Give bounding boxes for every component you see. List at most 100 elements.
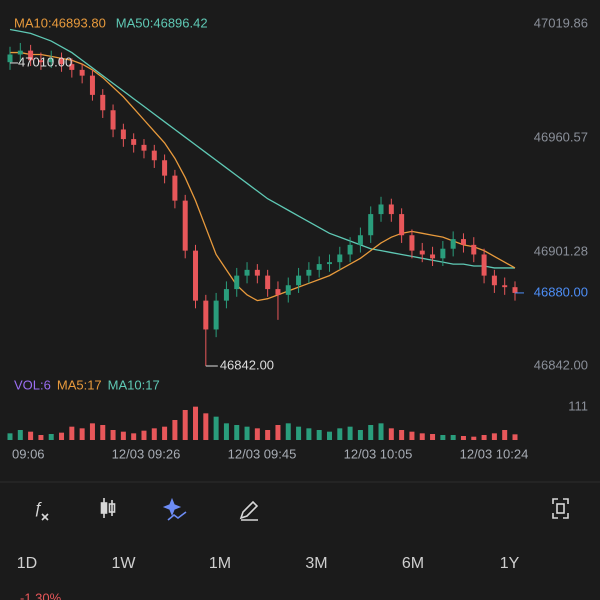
ma10-line bbox=[10, 51, 516, 302]
period-tab[interactable]: 1D bbox=[17, 555, 37, 572]
candle-body bbox=[460, 239, 466, 245]
candle-body bbox=[203, 300, 209, 330]
toolbar: ƒ bbox=[34, 497, 569, 521]
y-tick-label: 46842.00 bbox=[534, 357, 588, 372]
volume-bar bbox=[326, 431, 332, 440]
ai-button[interactable] bbox=[162, 497, 187, 521]
chart-type-button[interactable] bbox=[100, 498, 116, 518]
time-label: 12/03 10:24 bbox=[460, 446, 529, 461]
vol-legend: MA5:17 bbox=[57, 377, 102, 392]
candle-body bbox=[28, 50, 34, 61]
period-tab[interactable]: 1M bbox=[209, 555, 231, 572]
candle-body bbox=[69, 64, 75, 70]
candle-body bbox=[48, 58, 54, 63]
volume-bar bbox=[28, 431, 34, 440]
last-price: 46880.00 bbox=[534, 284, 588, 299]
candle-body bbox=[326, 262, 332, 265]
candle-body bbox=[38, 60, 44, 63]
volume-bar bbox=[388, 428, 394, 440]
candle-body bbox=[275, 289, 281, 295]
volume-bar bbox=[38, 435, 44, 440]
candle-body bbox=[162, 160, 168, 176]
period-tab[interactable]: 3M bbox=[305, 555, 327, 572]
volume-bar bbox=[337, 428, 343, 440]
svg-text:ƒ: ƒ bbox=[34, 500, 43, 517]
ma-legend: MA10:46893.80 bbox=[14, 15, 106, 30]
candle-body bbox=[79, 69, 85, 76]
volume-bar bbox=[399, 430, 405, 440]
candle-body bbox=[347, 244, 353, 255]
volume-bar bbox=[223, 423, 229, 440]
candle-body bbox=[388, 204, 394, 215]
volume-bar bbox=[512, 434, 518, 440]
volume-bar bbox=[193, 406, 199, 440]
candle-body bbox=[182, 200, 188, 251]
candle-body bbox=[7, 54, 13, 63]
ma-legend: MA50:46896.42 bbox=[116, 15, 208, 30]
candle-body bbox=[306, 269, 312, 276]
vol-tick-label: 111 bbox=[568, 398, 588, 413]
candle-body bbox=[409, 235, 415, 251]
candle-body bbox=[296, 275, 302, 286]
volume-bar bbox=[17, 430, 23, 440]
candle-body bbox=[89, 75, 95, 95]
volume-bar bbox=[162, 426, 168, 440]
volume-bar bbox=[151, 428, 157, 440]
volume-bar bbox=[59, 432, 65, 440]
candle-body bbox=[430, 254, 436, 259]
volume-bar bbox=[419, 433, 425, 440]
volume-bar bbox=[471, 436, 477, 440]
period-tab[interactable]: 1W bbox=[112, 555, 137, 572]
candle-body bbox=[399, 214, 405, 236]
period-tab[interactable]: 6M bbox=[402, 555, 424, 572]
candle-body bbox=[512, 287, 518, 293]
low-annotation: 46842.00 bbox=[220, 357, 274, 372]
candle-body bbox=[141, 144, 147, 151]
volume-bar bbox=[89, 423, 95, 440]
candle-body bbox=[234, 275, 240, 290]
candle-body bbox=[59, 58, 65, 65]
volume-bar bbox=[100, 425, 106, 440]
volume-bar bbox=[378, 423, 384, 440]
volume-bar bbox=[213, 416, 219, 440]
volume-bar bbox=[141, 430, 147, 440]
candle-body bbox=[223, 289, 229, 301]
volume-bar bbox=[120, 431, 126, 440]
volume-bar bbox=[275, 425, 281, 440]
time-label: 09:06 bbox=[12, 446, 45, 461]
candle-body bbox=[491, 275, 497, 286]
candle-body bbox=[213, 300, 219, 330]
volume-bar bbox=[368, 425, 374, 440]
volume-bar bbox=[409, 431, 415, 440]
time-label: 12/03 09:26 bbox=[112, 446, 181, 461]
volume-bar bbox=[450, 435, 456, 440]
volume-bar bbox=[481, 435, 487, 440]
fullscreen-button[interactable] bbox=[552, 498, 569, 519]
candle-body bbox=[17, 50, 23, 55]
volume-bar bbox=[244, 426, 250, 440]
volume-bar bbox=[69, 426, 75, 440]
period-tab[interactable]: 1Y bbox=[500, 555, 520, 572]
candle-body bbox=[337, 254, 343, 263]
volume-bar bbox=[502, 430, 508, 440]
volume-bar bbox=[172, 420, 178, 440]
draw-button[interactable] bbox=[239, 500, 259, 521]
volume-bar bbox=[306, 428, 312, 440]
volume-bar bbox=[182, 410, 188, 440]
indicator-button[interactable]: ƒ bbox=[34, 500, 49, 521]
volume-bar bbox=[7, 433, 13, 440]
candle-body bbox=[285, 285, 291, 295]
volume-bar bbox=[440, 435, 446, 440]
volume-bar bbox=[79, 428, 85, 440]
candle-body bbox=[265, 275, 271, 290]
y-tick-label: 46901.28 bbox=[534, 243, 588, 258]
time-label: 12/03 09:45 bbox=[228, 446, 297, 461]
vol-legend: MA10:17 bbox=[108, 377, 160, 392]
candle-body bbox=[172, 175, 178, 201]
volume-bar bbox=[131, 433, 137, 440]
candle-body bbox=[151, 150, 157, 161]
volume-bar bbox=[203, 413, 209, 440]
